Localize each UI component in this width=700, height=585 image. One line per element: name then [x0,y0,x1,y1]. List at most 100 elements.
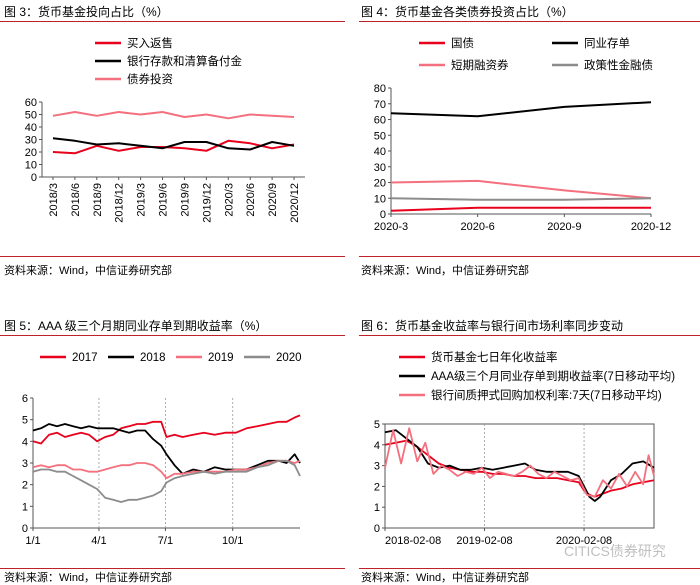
x-tick-label: 2019/6 [158,183,170,217]
x-tick-label: 2019-02-08 [456,535,512,547]
legend-label: 短期融资券 [451,58,509,72]
x-tick-label: 2019/9 [179,183,191,217]
y-tick-label: 10 [374,193,386,205]
legend-label: 债券投资 [127,72,173,86]
y-tick-label: 70 [374,99,386,111]
figure-5-top-rule [0,335,345,336]
y-tick-label: 4 [22,436,28,448]
legend-label: AAA级三个月同业存单到期收益率(7日移动平均) [431,369,675,383]
x-tick-label: 2020-6 [461,221,495,233]
y-tick-label: 40 [374,146,386,158]
series-line-2018 [32,423,301,475]
y-tick-label: 1 [374,502,380,514]
x-tick-label: 2020/9 [267,183,279,217]
figure-6-top-rule [359,335,700,336]
x-tick-label: 7/1 [158,535,173,547]
y-tick-label: 30 [374,162,386,174]
figure-5-chart: 0 1 2 3 4 5 6 1/1 4/1 7/1 10/1 2017 2018 2019 2020 [22,352,302,547]
y-tick-label: 60 [374,115,386,127]
x-tick-label: 2020-12 [631,221,671,233]
y-tick-label: 80 [374,83,386,95]
series-line-银行间质押式回购加权利率:7天(7日移动平均) [384,427,655,498]
series-line-2020 [32,459,301,503]
figure-6-title: 图 6：货币基金收益率与银行间市场利率同步变动 [361,319,624,333]
y-tick-label: 4 [374,440,380,452]
legend-label: 同业存单 [584,36,630,50]
series-line-短期融资券 [390,179,652,200]
figure-4-title: 图 4：货币基金各类债券投资占比（%） [361,5,574,19]
y-tick-label: 5 [22,415,28,427]
x-tick-label: 2020/6 [245,183,257,217]
series-line-银行存款和清算备付金 [52,137,295,151]
figure-4-bottom-rule [359,256,700,257]
x-tick-label: 2018/12 [114,183,126,223]
x-tick-label: 2018/3 [48,183,60,217]
series-line-货币基金七日年化收益率 [384,439,655,498]
figure-4-source: 资料来源：Wind，中信证券研究部 [361,265,530,277]
y-tick-label: 20 [374,178,386,190]
x-tick-label: 10/1 [222,535,243,547]
figure-5-title: 图 5：AAA 级三个月期同业存单到期收益率（%） [4,319,268,333]
y-tick-label: 0 [22,523,28,535]
legend-label: 银行间质押式回购加权利率:7天(7日移动平均) [431,388,662,402]
figure-5-source: 资料来源：Wind，中信证券研究部 [4,572,173,584]
figure-4-panel: 图 4：货币基金各类债券投资占比（%） 0 10 20 30 40 50 60 70 80 202… [359,0,700,280]
y-tick-label: 30 [25,135,37,147]
y-tick-label: 60 [25,97,37,109]
x-tick-label: 4/1 [91,535,106,547]
figure-3-panel: 图 3：货币基金投向占比（%） 0 10 20 30 40 50 60 2018/3 2018/… [0,0,345,280]
legend-label: 银行存款和清算备付金 [127,54,242,68]
series-line-同业存单 [390,101,652,118]
legend-label: 2019 [208,352,234,364]
series-line-债券投资 [52,111,295,120]
legend-label: 2017 [72,352,98,364]
y-tick-label: 0 [31,172,37,184]
x-tick-label: 2019/12 [201,183,213,223]
figure-3-title: 图 3：货币基金投向占比（%） [4,5,169,19]
x-tick-label: 2018/9 [92,183,104,217]
x-tick-label: 2020-9 [547,221,581,233]
legend-label: 国债 [451,36,474,50]
series-line-国债 [390,206,651,212]
figure-5-bottom-rule [0,568,345,569]
figure-6-source: 资料来源：Wind，中信证券研究部 [361,572,530,584]
x-tick-label: 2020/12 [289,183,301,223]
y-tick-label: 10 [25,160,37,172]
figure-3-bottom-rule [0,256,345,257]
y-tick-label: 0 [374,523,380,535]
legend-label: 政策性金融债 [584,58,653,72]
y-tick-label: 3 [22,458,28,470]
y-tick-label: 3 [374,461,380,473]
y-tick-label: 50 [25,110,37,122]
x-tick-label: 2020/3 [223,183,235,217]
figure-4-top-rule [359,21,700,22]
legend-label: 2018 [140,352,166,364]
y-tick-label: 6 [22,393,28,405]
y-tick-label: 2 [22,480,28,492]
x-tick-label: 1/1 [25,535,40,547]
figure-5-panel: 图 5：AAA 级三个月期同业存单到期收益率（%） 0 1 2 3 4 5 6 1/1 4/1 7… [0,314,345,585]
y-tick-label: 0 [380,209,386,221]
figure-4-chart: 0 10 20 30 40 50 60 70 80 2020-3 2020-6 2020-9 2020-… [374,36,671,233]
y-tick-label: 2 [374,481,380,493]
x-tick-label: 2018-02-08 [385,535,441,547]
y-tick-label: 20 [25,147,37,159]
legend-label: 买入返售 [127,36,173,50]
x-tick-label: 2018/6 [70,183,82,217]
figure-6-bottom-rule [359,568,700,569]
x-tick-label: 2020-3 [374,221,408,233]
figure-6-panel: 图 6：货币基金收益率与银行间市场利率同步变动 0 1 2 3 4 5 2018-02-08… [359,314,700,585]
x-tick-label: 2019/3 [136,183,148,217]
watermark-text: CITICS债券研究 [564,543,666,559]
legend-label: 2020 [276,352,302,364]
x-tick-label: 2020-02-08 [556,535,612,547]
y-tick-label: 50 [374,130,386,142]
series-line-买入返售 [52,139,295,155]
figure-3-top-rule [0,21,345,22]
y-tick-label: 5 [374,419,380,431]
figure-3-source: 资料来源：Wind，中信证券研究部 [4,265,173,277]
y-tick-label: 1 [22,501,28,513]
series-line-政策性金融债 [390,197,652,201]
y-tick-label: 40 [25,122,37,134]
